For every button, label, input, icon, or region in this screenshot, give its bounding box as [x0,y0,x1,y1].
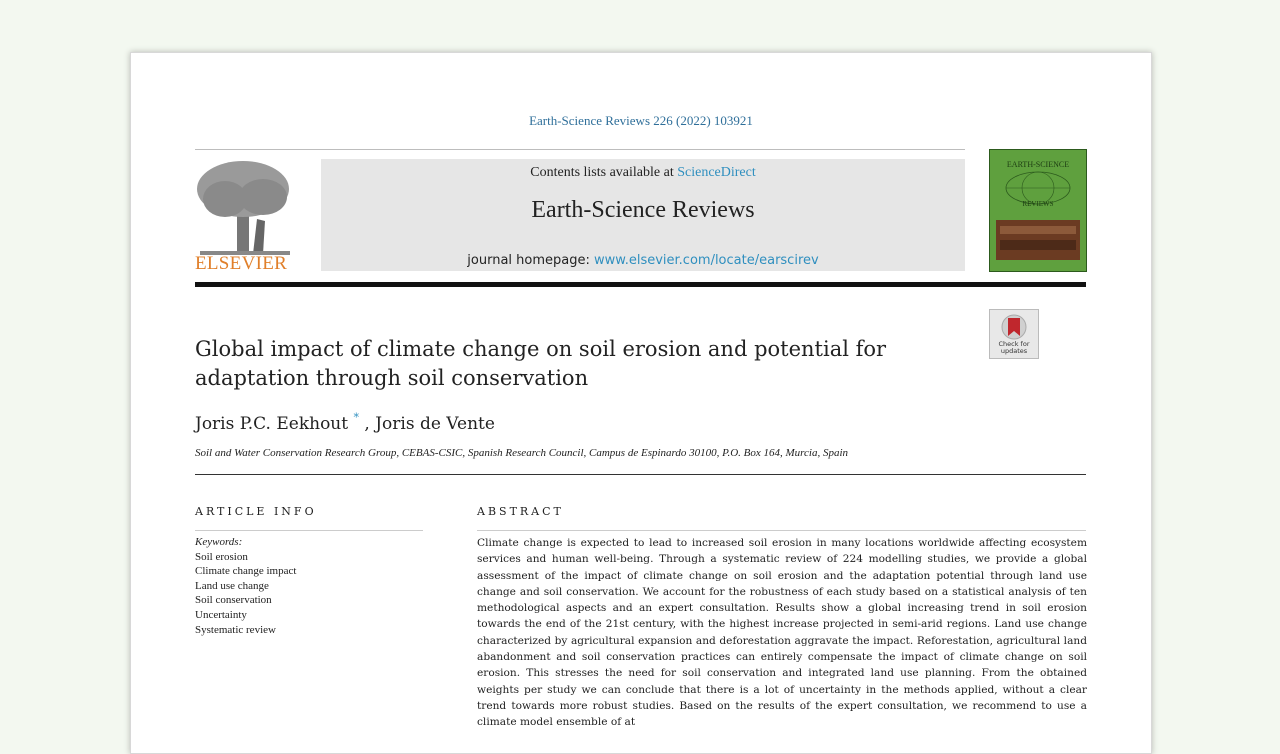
abstract-heading: ABSTRACT [477,505,564,518]
journal-citation[interactable]: Earth-Science Reviews 226 (2022) 103921 [529,113,753,128]
article-page: Earth-Science Reviews 226 (2022) 103921 … [130,52,1152,754]
author-list: Joris P.C. Eekhout * , Joris de Vente [195,411,495,434]
homepage-prefix: journal homepage: [467,253,590,268]
corresponding-author-mark[interactable]: * [353,411,360,424]
affiliation: Soil and Water Conservation Research Gro… [195,447,849,459]
keywords-label: Keywords: [195,536,243,548]
sciencedirect-link[interactable]: ScienceDirect [677,165,756,180]
abstract-divider [477,530,1086,531]
keyword-item: Soil erosion [195,550,248,563]
header-thick-rule [195,282,1086,287]
elsevier-wordmark[interactable]: ELSEVIER [195,253,288,274]
article-info-heading: ARTICLE INFO [195,505,317,518]
elsevier-tree-logo [197,161,290,255]
keyword-item: Land use change [195,579,269,592]
section-divider [195,474,1086,475]
keyword-item: Climate change impact [195,565,297,578]
cover-title: EARTH-SCIENCE [1006,160,1070,169]
homepage-line: journal homepage: www.elsevier.com/locat… [321,253,965,268]
author-name[interactable]: , Joris de Vente [364,414,495,434]
keyword-item: Uncertainty [195,608,247,621]
check-for-updates-label: Check for updates [998,340,1030,355]
article-title: Global impact of climate change on soil … [195,337,887,390]
keyword-item: Soil conservation [195,594,272,607]
keyword-item: Systematic review [195,623,276,636]
info-divider [195,530,423,531]
contents-line: Contents lists available at ScienceDirec… [321,165,965,181]
cover-subtitle: REVIEWS [1022,200,1054,208]
journal-name: Earth-Science Reviews [531,197,755,223]
author-name[interactable]: Joris P.C. Eekhout [195,414,349,434]
keywords-block: Keywords: Soil erosion Climate change im… [195,535,425,637]
abstract-text: Climate change is expected to lead to in… [477,537,1087,729]
journal-cover[interactable]: EARTH-SCIENCE REVIEWS [989,149,1087,272]
header-divider [195,149,965,150]
journal-banner: Contents lists available at ScienceDirec… [321,159,965,271]
cover-globe-icon [996,171,1080,260]
check-for-updates-button[interactable]: Check for updates [989,309,1039,359]
contents-prefix: Contents lists available at [530,165,674,180]
homepage-link[interactable]: www.elsevier.com/locate/earscirev [594,253,819,268]
bookmark-icon [1001,314,1027,340]
